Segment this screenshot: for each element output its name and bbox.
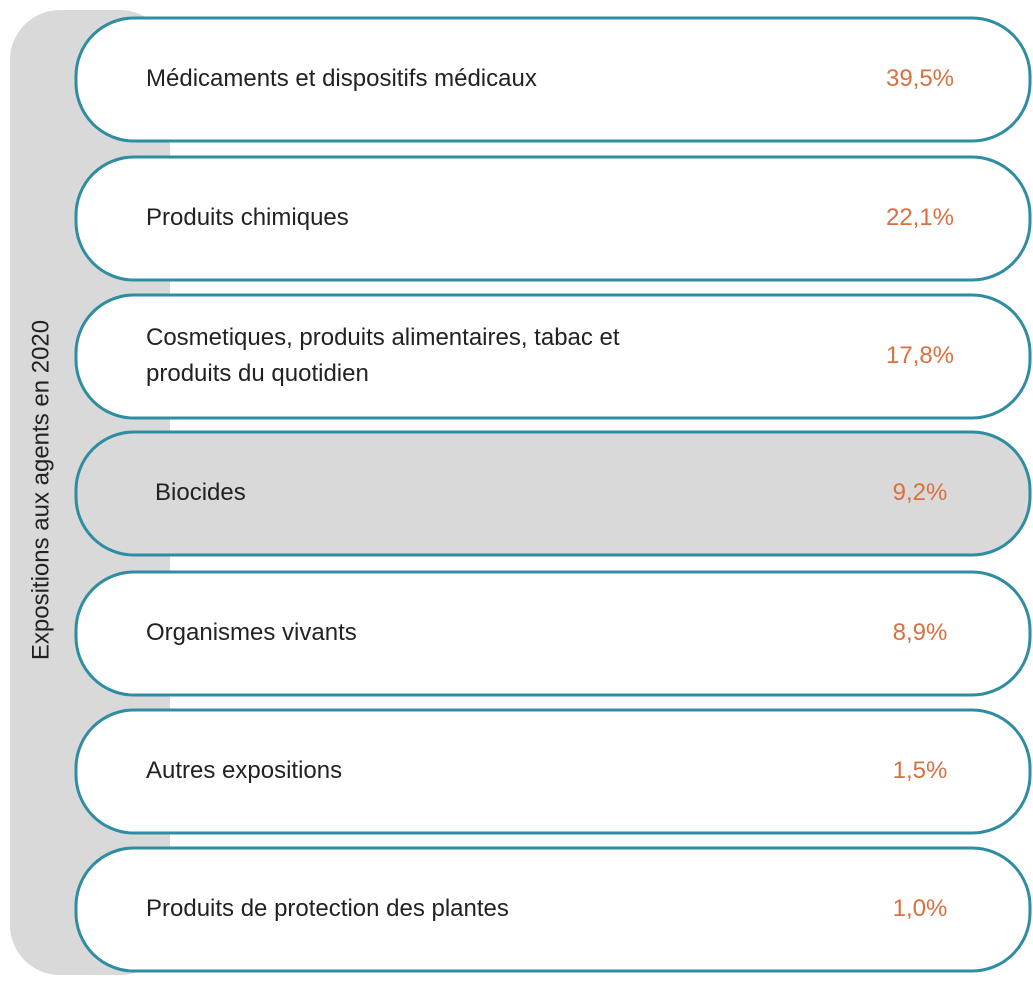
item-value: 1,0% [893, 895, 948, 922]
item-label: Médicaments et dispositifs médicaux [146, 65, 537, 92]
item-value: 1,5% [893, 757, 948, 784]
side-label: Expositions aux agents en 2020 [27, 320, 54, 660]
item-value: 39,5% [886, 65, 954, 92]
item-label: Produits de protection des plantes [146, 895, 509, 922]
item-label: Biocides [155, 479, 246, 506]
item-pill [74, 155, 1032, 282]
item-value: 9,2% [893, 479, 948, 506]
item-label: produits du quotidien [146, 360, 369, 387]
item-pill [74, 293, 1032, 420]
item-pill [74, 570, 1032, 697]
item-pill [74, 846, 1032, 973]
item-label: Autres expositions [146, 757, 342, 784]
item-label: Produits chimiques [146, 204, 349, 231]
item-label: Cosmetiques, produits alimentaires, taba… [146, 324, 620, 351]
item-pill [74, 708, 1032, 835]
item-value: 8,9% [893, 619, 948, 646]
item-label: Organismes vivants [146, 619, 357, 646]
item-value: 17,8% [886, 342, 954, 369]
item-pill [74, 16, 1032, 143]
item-pill [74, 430, 1032, 557]
item-value: 22,1% [886, 204, 954, 231]
